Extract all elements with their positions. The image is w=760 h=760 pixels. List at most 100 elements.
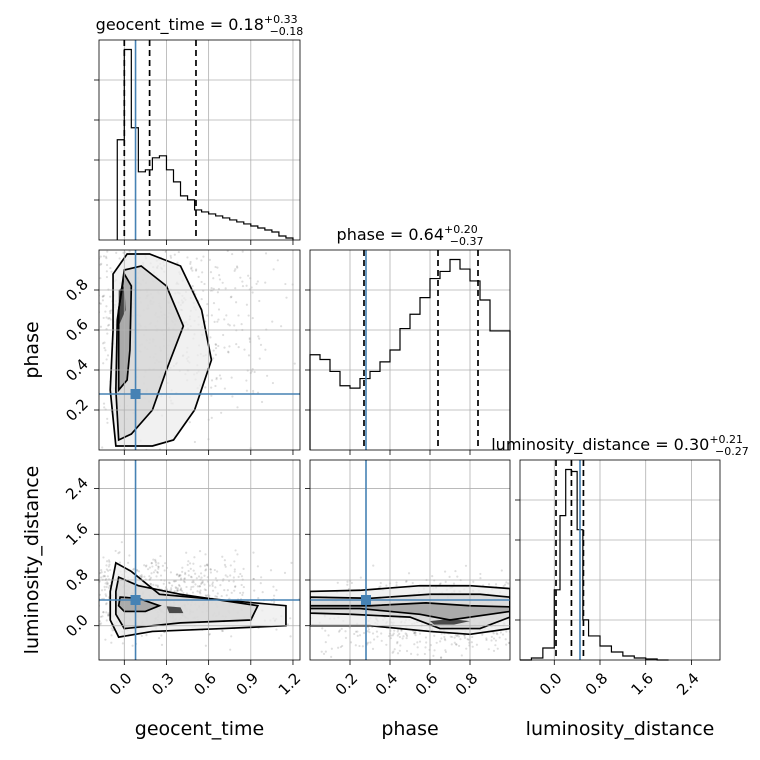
scatter-point — [136, 569, 139, 572]
scatter-point — [214, 347, 218, 350]
scatter-point — [200, 576, 203, 579]
scatter-point — [247, 314, 250, 317]
scatter-point — [107, 559, 111, 562]
scatter-point — [176, 588, 179, 591]
density-fill — [115, 577, 258, 629]
scatter-point — [538, 628, 540, 630]
scatter-point — [108, 243, 110, 245]
scatter-point — [254, 130, 256, 132]
scatter-point — [524, 614, 526, 616]
scatter-point — [179, 233, 181, 235]
scatter-point — [81, 597, 83, 599]
scatter-point — [75, 135, 77, 137]
scatter-point — [569, 618, 571, 620]
scatter-point — [208, 584, 211, 587]
scatter-point — [105, 305, 108, 308]
scatter-point — [96, 252, 98, 254]
scatter-point — [492, 649, 496, 652]
scatter-point — [149, 244, 151, 246]
x-tick-label: 0.8 — [452, 669, 482, 699]
scatter-point — [203, 588, 206, 591]
scatter-point — [43, 285, 45, 287]
scatter-point — [562, 605, 564, 607]
scatter-point — [548, 628, 550, 630]
x-tick-label: 0.8 — [582, 669, 612, 699]
scatter-point — [99, 241, 101, 243]
scatter-point — [191, 269, 194, 272]
scatter-point — [511, 614, 513, 616]
scatter-point — [405, 633, 408, 636]
scatter-point — [245, 197, 247, 199]
scatter-point — [512, 618, 514, 620]
scatter-point — [103, 574, 106, 577]
scatter-point — [181, 566, 184, 569]
scatter-point — [224, 230, 226, 232]
scatter-point — [174, 586, 177, 589]
scatter-point — [507, 641, 510, 644]
scatter-point — [214, 353, 217, 356]
scatter-point — [538, 625, 540, 627]
scatter-point — [13, 401, 15, 403]
scatter-point — [549, 598, 551, 600]
scatter-point — [529, 614, 531, 616]
truth-point — [130, 389, 141, 399]
scatter-point — [100, 569, 103, 572]
scatter-point — [6, 576, 8, 578]
scatter-point — [387, 634, 391, 638]
scatter-point — [227, 579, 231, 583]
scatter-point — [409, 652, 413, 655]
scatter-point — [63, 266, 65, 268]
scatter-point — [113, 186, 115, 188]
panel-frame-geocent_time_vs_phase — [98, 249, 301, 451]
scatter-point — [203, 282, 206, 286]
scatter-point — [104, 349, 107, 352]
scatter-point — [223, 318, 226, 321]
scatter-point — [222, 481, 224, 483]
scatter-point — [213, 568, 216, 572]
scatter-point — [86, 380, 88, 382]
scatter-point — [0, 582, 2, 584]
contour-line — [109, 561, 287, 639]
scatter-point — [496, 647, 499, 650]
scatter-point — [289, 635, 292, 638]
scatter-point — [524, 635, 526, 637]
scatter-point — [203, 574, 206, 577]
scatter-point — [176, 261, 179, 264]
scatter-point — [516, 604, 518, 606]
scatter-point — [233, 570, 236, 573]
scatter-point — [156, 570, 159, 574]
x-axis-label-geocent_time: geocent_time — [135, 718, 264, 740]
scatter-point — [188, 421, 191, 424]
scatter-point — [80, 256, 82, 258]
scatter-point — [227, 323, 230, 326]
scatter-point — [102, 316, 105, 320]
scatter-point — [192, 562, 195, 565]
scatter-point — [369, 641, 372, 644]
scatter-point — [100, 262, 103, 265]
scatter-point — [95, 561, 97, 563]
scatter-point — [271, 320, 274, 323]
scatter-point — [232, 576, 235, 579]
scatter-point — [251, 291, 254, 294]
scatter-point — [173, 590, 177, 593]
scatter-point — [619, 583, 621, 585]
scatter-point — [283, 571, 287, 574]
scatter-point — [454, 569, 457, 573]
scatter-point — [102, 213, 104, 215]
scatter-point — [52, 576, 54, 578]
scatter-point — [214, 586, 217, 589]
scatter-point — [321, 627, 324, 630]
scatter-point — [253, 370, 256, 374]
scatter-point — [487, 648, 490, 651]
scatter-point — [189, 260, 192, 264]
scatter-point — [215, 595, 219, 598]
contour-line — [115, 575, 260, 630]
scatter-point — [105, 619, 108, 622]
scatter-point — [177, 575, 180, 578]
scatter-point — [463, 634, 466, 637]
scatter-point — [622, 588, 624, 590]
scatter-point — [591, 623, 593, 625]
scatter-point — [154, 584, 157, 587]
scatter-point — [367, 628, 370, 631]
scatter-point — [471, 635, 474, 639]
